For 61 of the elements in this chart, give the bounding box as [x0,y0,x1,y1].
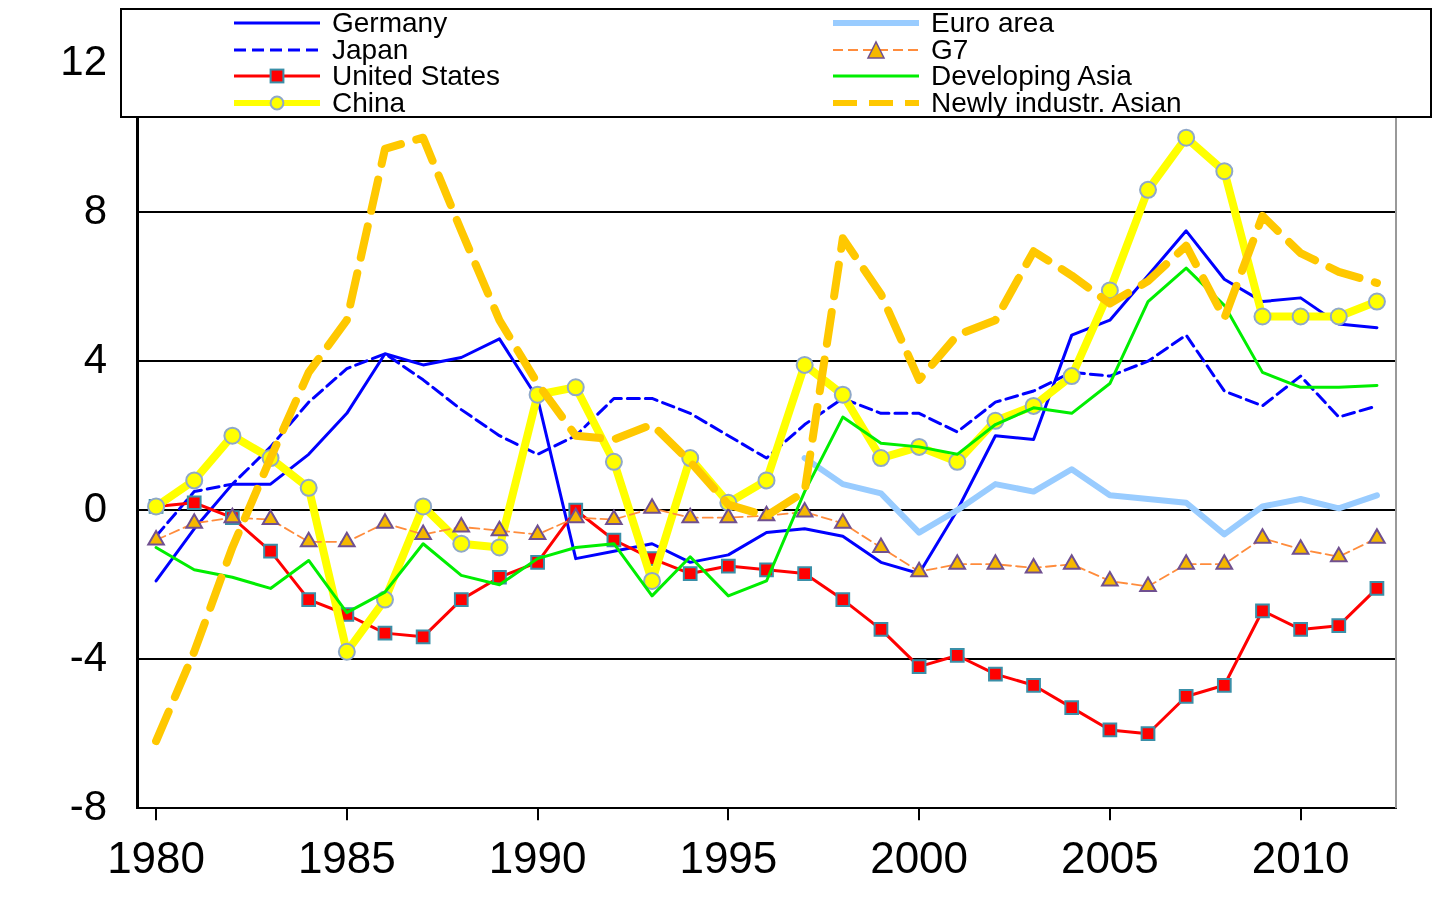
point [795,355,814,374]
y-tick-label: -8 [69,781,107,829]
point [604,452,623,471]
y-tick-label: 4 [83,334,107,382]
point [949,648,965,663]
y-tick-label: 8 [83,185,107,233]
point [1178,689,1194,704]
point [873,622,889,637]
point [797,566,813,581]
x-tick-label: 2010 [1251,832,1350,882]
point [833,385,852,404]
point [1215,162,1234,181]
x-tick-label: 1985 [297,832,396,882]
point [757,471,776,490]
point [1177,128,1196,147]
x-tick-label: 2000 [870,832,969,882]
point [185,471,204,490]
point [1102,722,1118,738]
legend-label: China [332,86,406,118]
point [186,495,202,511]
point [1140,726,1156,742]
point [1026,677,1041,693]
point [1329,307,1348,326]
point [299,478,318,497]
point [223,426,242,445]
point [453,592,469,607]
point [415,629,431,645]
point [911,659,927,675]
point [1216,677,1232,693]
point [720,558,736,574]
point [1253,307,1272,326]
point [1139,180,1158,199]
point [301,592,317,607]
point [1369,581,1385,596]
point [835,592,851,607]
point [490,538,509,557]
point [1064,700,1080,715]
x-tick-label: 1995 [679,832,778,882]
point [1291,307,1310,326]
point [566,378,585,397]
point [643,571,662,590]
point [871,449,890,468]
point [377,625,393,641]
y-tick-label: -4 [69,632,107,680]
point [682,566,698,581]
point [1331,618,1347,634]
point [948,452,967,471]
point [1293,622,1308,637]
point [1255,603,1270,619]
point [337,642,356,661]
point [452,534,471,553]
point [988,666,1003,682]
point [263,543,278,559]
point [1062,367,1081,386]
point [1367,292,1386,311]
y-tick-label: 12 [60,36,107,84]
x-tick-label: 1990 [488,832,587,882]
x-tick-label: 2005 [1060,832,1159,882]
y-tick-label: 0 [83,483,107,531]
x-tick-label: 1980 [107,832,206,882]
point [414,497,433,516]
